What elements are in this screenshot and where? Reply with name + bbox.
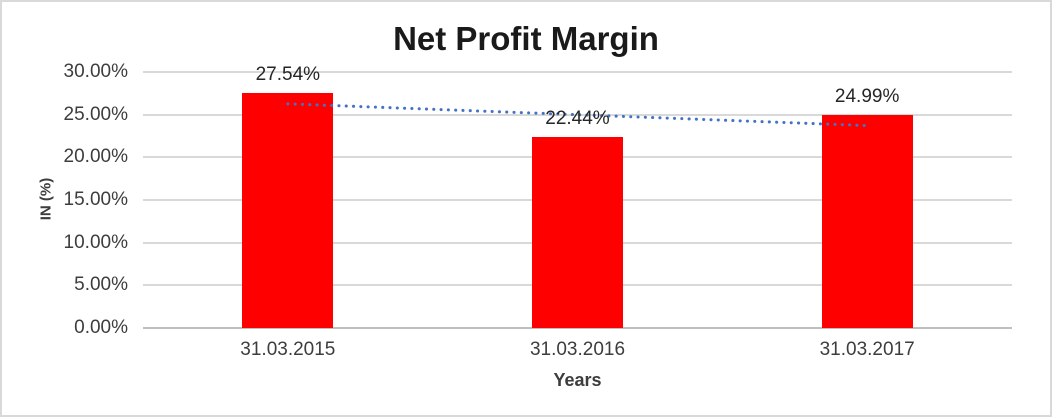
x-axis-line bbox=[143, 327, 1012, 329]
x-axis-title: Years bbox=[553, 370, 602, 390]
bar-31.03.2015 bbox=[242, 92, 334, 328]
x-tick-label-31.03.2016: 31.03.2016 bbox=[529, 339, 626, 360]
x-tick-label-31.03.2015: 31.03.2015 bbox=[240, 339, 336, 360]
bar-31.03.2017 bbox=[821, 114, 913, 328]
x-tick-label-31.03.2017: 31.03.2017 bbox=[819, 339, 915, 360]
y-tick-label-0: 0.00% bbox=[74, 317, 128, 338]
y-tick-label-20: 20.00% bbox=[63, 146, 128, 168]
y-tick-label-30: 30.00% bbox=[63, 61, 128, 82]
data-label-31.03.2017: 24.99% bbox=[834, 85, 900, 107]
gridline-30 bbox=[143, 71, 1012, 73]
data-label-31.03.2015: 27.54% bbox=[255, 63, 321, 85]
data-label-31.03.2016: 22.44% bbox=[545, 107, 610, 129]
bar-31.03.2016 bbox=[532, 136, 623, 328]
y-tick-label-25: 25.00% bbox=[63, 103, 128, 125]
chart-title: Net Profit Margin bbox=[393, 20, 659, 57]
y-tick-label-5: 5.00% bbox=[74, 274, 128, 296]
y-tick-label-15: 15.00% bbox=[63, 189, 128, 210]
y-tick-label-10: 10.00% bbox=[63, 231, 128, 253]
